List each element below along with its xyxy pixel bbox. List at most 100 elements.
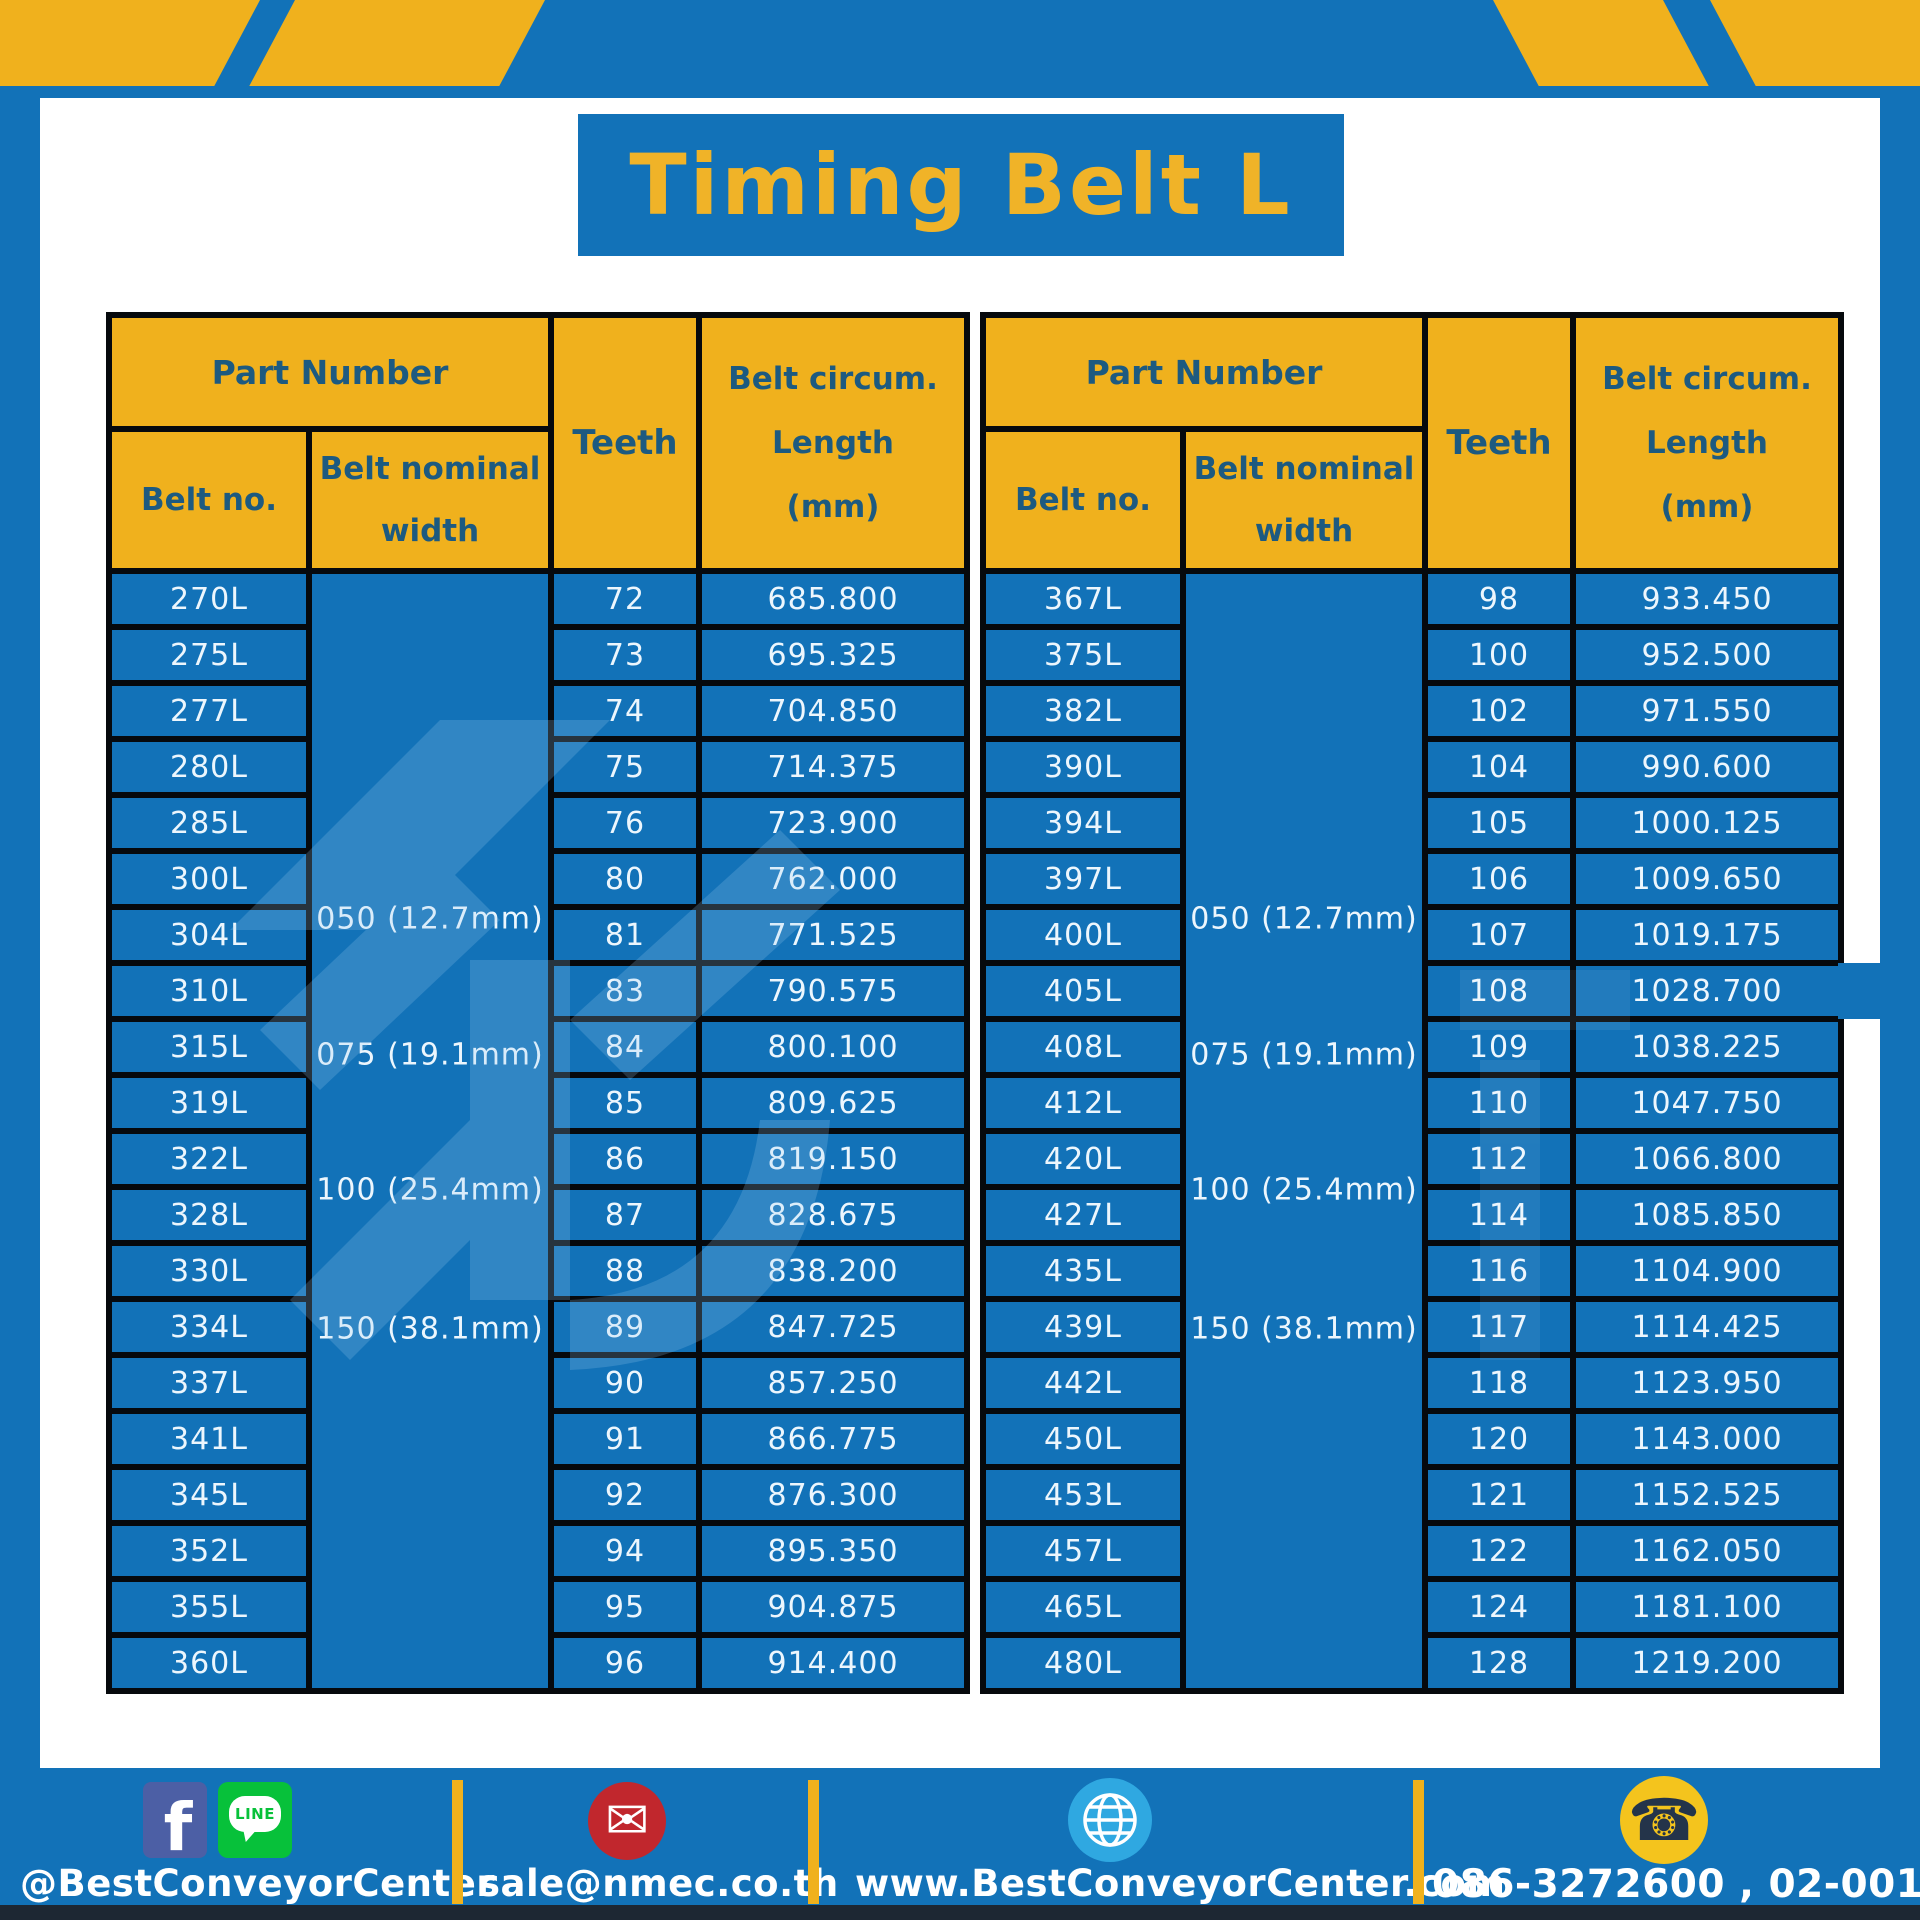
teeth-cell: 80 (548, 848, 703, 910)
table-row: 352L 94 895.350 (106, 1520, 971, 1582)
table-row: 480L 128 1219.200 (980, 1632, 1845, 1694)
length-cell: 790.575 (696, 960, 971, 1022)
length-cell: 723.900 (696, 792, 971, 854)
phone-label: 086-3272600 , 02-0017766 (1432, 1862, 1920, 1907)
table-row: 322L 86 819.150 (106, 1128, 971, 1190)
belt-no-cell: 375L (980, 624, 1186, 686)
belt-no-cell: 442L (980, 1352, 1186, 1414)
length-cell: 1085.850 (1570, 1184, 1845, 1246)
hazard-stripe (249, 0, 545, 86)
table-row: 412L 110 1047.750 (980, 1072, 1845, 1134)
belt-no-cell: 280L (106, 736, 312, 798)
line-bubble: LINE (229, 1796, 281, 1832)
length-cell: 1152.525 (1570, 1464, 1845, 1526)
table-row: 310L 83 790.575 (106, 960, 971, 1022)
teeth-cell: 74 (548, 680, 703, 742)
frame-top-band (0, 0, 1920, 98)
header-row-1: Part Number Teeth Belt circum. Length (mm) (105, 312, 971, 574)
belt-no-cell: 270L (106, 568, 312, 630)
belt-no-cell: 300L (106, 848, 312, 910)
belt-no-cell: 397L (980, 848, 1186, 910)
belt-no-cell: 439L (980, 1296, 1186, 1358)
belt-no-cell: 285L (106, 792, 312, 854)
belt-no-cell: 330L (106, 1240, 312, 1302)
length-cell: 1000.125 (1570, 792, 1845, 854)
footer-bottom-strip (0, 1905, 1920, 1920)
width-option: 050 (12.7mm) (1190, 901, 1418, 937)
width-option: 150 (38.1mm) (316, 1311, 544, 1347)
teeth-cell: 107 (1422, 904, 1577, 966)
table-row: 442L 118 1123.950 (980, 1352, 1845, 1414)
length-cell: 809.625 (696, 1072, 971, 1134)
hazard-stripe (1710, 0, 1920, 86)
table-row: 300L 80 762.000 (106, 848, 971, 910)
hazard-stripe (0, 0, 261, 86)
table-row: 382L 102 971.550 (980, 680, 1845, 742)
header-row-2: Belt no. Belt nominal width (106, 426, 967, 574)
teeth-cell: 85 (548, 1072, 703, 1134)
belt-no-cell: 390L (980, 736, 1186, 798)
teeth-cell: 84 (548, 1016, 703, 1078)
teeth-cell: 106 (1422, 848, 1577, 910)
line-icon: LINE (218, 1782, 292, 1858)
footer-band (0, 1768, 1920, 1905)
width-option: 075 (19.1mm) (316, 1037, 544, 1073)
table-row: 435L 116 1104.900 (980, 1240, 1845, 1302)
table-row: 400L 107 1019.175 (980, 904, 1845, 966)
header-part-number: Part Number (979, 312, 1429, 432)
table-row: 408L 109 1038.225 (980, 1016, 1845, 1078)
teeth-cell: 114 (1422, 1184, 1577, 1246)
belt-no-cell: 277L (106, 680, 312, 742)
belt-no-cell: 360L (106, 1632, 312, 1694)
belt-no-cell: 405L (980, 960, 1186, 1022)
teeth-cell: 89 (548, 1296, 703, 1358)
length-cell: 990.600 (1570, 736, 1845, 798)
length-cell: 1219.200 (1570, 1632, 1845, 1694)
width-option: 100 (25.4mm) (316, 1172, 544, 1208)
header-part-number: Part Number (105, 312, 555, 432)
spec-table: Part Number Teeth Belt circum. Length (mm) Be… (105, 312, 971, 1694)
belt-no-cell: 341L (106, 1408, 312, 1470)
belt-nominal-width-cell: 050 (12.7mm) 075 (19.1mm) 100 (25.4mm) 150 … (1179, 568, 1429, 1694)
length-cell: 971.550 (1570, 680, 1845, 742)
globe-icon (1068, 1778, 1152, 1862)
teeth-cell: 98 (1422, 568, 1577, 630)
teeth-cell: 95 (548, 1576, 703, 1638)
table-row: 367L 050 (12.7mm) 075 (19.1mm) 100 (25.4mm)… (980, 568, 1845, 1694)
width-option: 150 (38.1mm) (1190, 1311, 1418, 1347)
social-handle-label: @BestConveyorCenter (20, 1862, 496, 1905)
belt-no-cell: 328L (106, 1184, 312, 1246)
phone-icon: ☎ (1620, 1776, 1708, 1864)
header-teeth: Teeth (548, 312, 703, 574)
teeth-cell: 75 (548, 736, 703, 798)
belt-no-cell: 304L (106, 904, 312, 966)
teeth-cell: 128 (1422, 1632, 1577, 1694)
table-row: 390L 104 990.600 (980, 736, 1845, 798)
length-cell: 1038.225 (1570, 1016, 1845, 1078)
belt-no-cell: 315L (106, 1016, 312, 1078)
length-cell: 857.250 (696, 1352, 971, 1414)
belt-no-cell: 400L (980, 904, 1186, 966)
table-row: 285L 76 723.900 (106, 792, 971, 854)
teeth-cell: 120 (1422, 1408, 1577, 1470)
table-row: 341L 91 866.775 (106, 1408, 971, 1470)
header-teeth: Teeth (1422, 312, 1577, 574)
belt-no-cell: 412L (980, 1072, 1186, 1134)
length-cell: 876.300 (696, 1464, 971, 1526)
length-cell: 695.325 (696, 624, 971, 686)
header-row-1: Part Number Teeth Belt circum. Length (mm) (979, 312, 1845, 574)
width-option: 075 (19.1mm) (1190, 1037, 1418, 1073)
teeth-cell: 83 (548, 960, 703, 1022)
facebook-letter: f (163, 1789, 193, 1859)
belt-no-cell: 450L (980, 1408, 1186, 1470)
teeth-cell: 102 (1422, 680, 1577, 742)
teeth-cell: 72 (548, 568, 703, 630)
length-cell: 704.850 (696, 680, 971, 742)
spec-table-right: Part Number Teeth Belt circum. Length (mm) Be… (979, 312, 1894, 1694)
belt-no-cell: 319L (106, 1072, 312, 1134)
length-cell: 952.500 (1570, 624, 1845, 686)
table-row: 394L 105 1000.125 (980, 792, 1845, 854)
teeth-cell: 94 (548, 1520, 703, 1582)
belt-no-cell: 352L (106, 1520, 312, 1582)
title-banner: Timing Belt L (578, 114, 1344, 256)
